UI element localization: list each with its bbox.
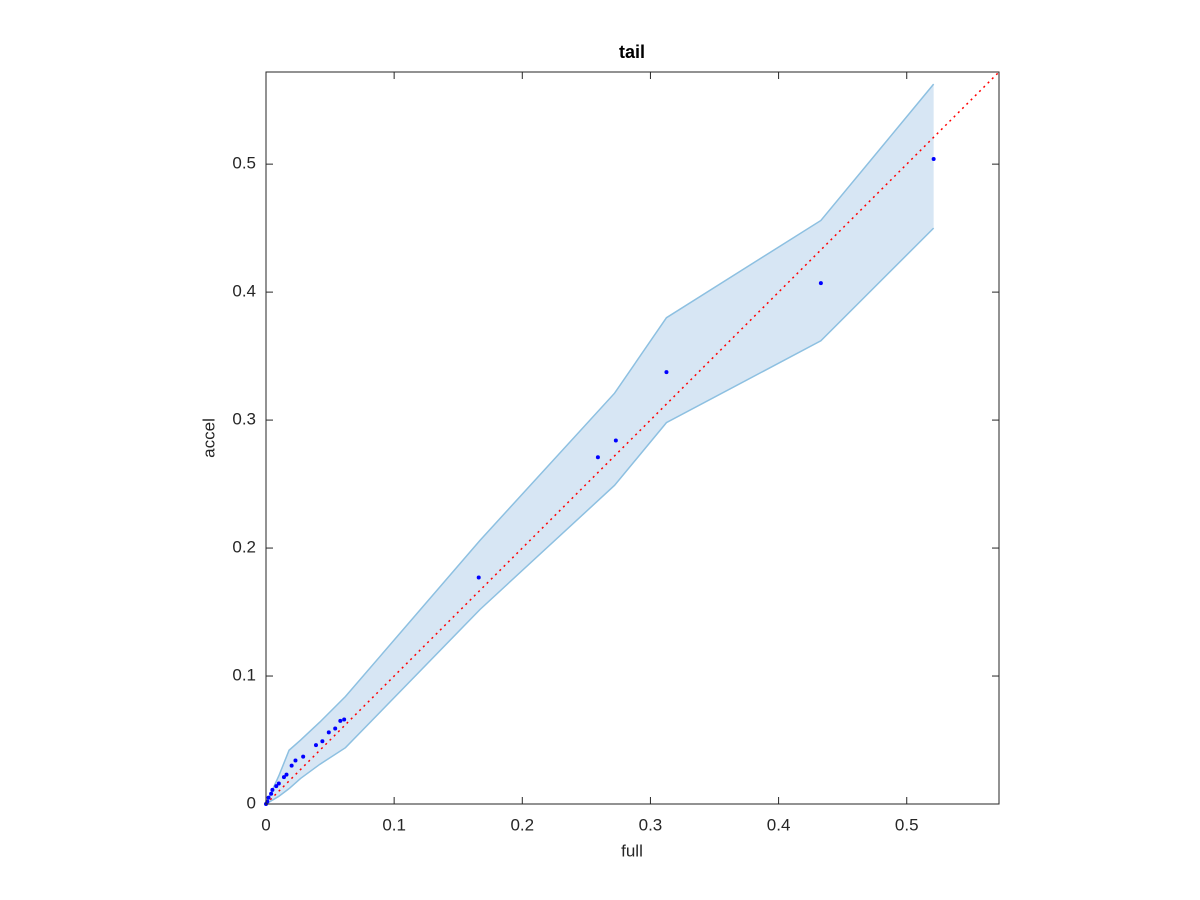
x-tick-label: 0.4 xyxy=(767,815,791,834)
data-point xyxy=(664,370,669,375)
data-point xyxy=(301,754,306,759)
reference-line xyxy=(265,71,1000,805)
x-axis-label: full xyxy=(621,841,643,860)
data-point xyxy=(931,157,936,162)
data-point xyxy=(320,739,325,744)
data-point xyxy=(269,791,274,796)
x-tick-label: 0.2 xyxy=(510,815,534,834)
data-point xyxy=(595,455,600,460)
data-point xyxy=(293,758,298,763)
y-tick-label: 0.3 xyxy=(232,410,256,429)
data-point xyxy=(266,795,271,800)
y-tick-label: 0.5 xyxy=(232,154,256,173)
band-lower-edge xyxy=(265,227,935,805)
x-tick-label: 0.3 xyxy=(639,815,663,834)
x-tick-label: 0.1 xyxy=(382,815,406,834)
data-point xyxy=(326,730,331,735)
data-point xyxy=(276,781,281,786)
data-point xyxy=(270,787,275,792)
confidence-band xyxy=(266,84,934,804)
y-tick-label: 0.2 xyxy=(232,538,256,557)
data-point xyxy=(289,763,294,768)
x-tick-label: 0.5 xyxy=(895,815,919,834)
data-point xyxy=(284,772,289,777)
axes-box xyxy=(265,71,1000,805)
data-point xyxy=(613,438,618,443)
data-point xyxy=(342,717,347,722)
data-point xyxy=(338,718,343,723)
data-point xyxy=(333,726,338,731)
data-point xyxy=(313,743,318,748)
chart-title: tail xyxy=(619,42,645,62)
y-tick-label: 0.1 xyxy=(232,666,256,685)
data-point xyxy=(818,281,823,286)
x-tick-label: 0 xyxy=(261,815,270,834)
band-upper-edge xyxy=(265,83,935,805)
y-tick-label: 0 xyxy=(247,793,256,812)
y-tick-label: 0.4 xyxy=(232,282,256,301)
data-point xyxy=(476,575,481,580)
data-point xyxy=(281,775,286,780)
data-point xyxy=(274,784,279,789)
y-axis-label: accel xyxy=(199,418,218,458)
